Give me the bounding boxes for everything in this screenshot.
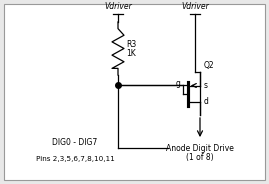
Text: DIG0 - DIG7: DIG0 - DIG7: [52, 138, 98, 147]
Text: Vdriver: Vdriver: [104, 2, 132, 11]
Text: g: g: [176, 79, 181, 89]
Text: d: d: [204, 97, 209, 106]
Text: R3: R3: [126, 40, 136, 49]
Text: Pins 2,3,5,6,7,8,10,11: Pins 2,3,5,6,7,8,10,11: [36, 156, 114, 162]
Text: (1 of 8): (1 of 8): [186, 153, 214, 162]
Text: s: s: [204, 81, 208, 90]
Text: 1K: 1K: [126, 49, 136, 58]
Text: Vdriver: Vdriver: [181, 2, 209, 11]
Text: Q2: Q2: [204, 61, 215, 70]
Text: Anode Digit Drive: Anode Digit Drive: [166, 144, 234, 153]
